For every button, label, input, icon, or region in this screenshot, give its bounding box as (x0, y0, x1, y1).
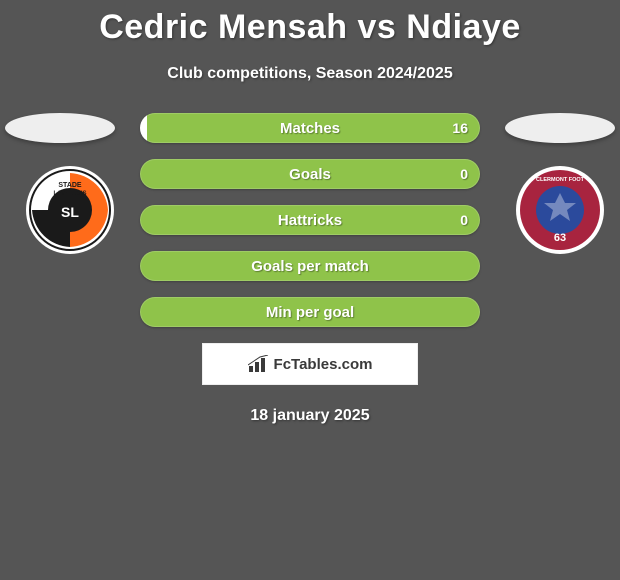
svg-text:CLERMONT FOOT: CLERMONT FOOT (536, 177, 585, 183)
stat-right-value: 16 (452, 120, 468, 136)
stat-row-matches: Matches 16 (140, 113, 480, 143)
player-oval-left (5, 113, 115, 143)
page-title: Cedric Mensah vs Ndiaye (0, 0, 620, 47)
club-logo-right: 63 CLERMONT FOOT (510, 165, 610, 255)
svg-text:LAVALLOIS: LAVALLOIS (53, 191, 86, 197)
page-subtitle: Club competitions, Season 2024/2025 (0, 65, 620, 83)
svg-text:STADE: STADE (58, 182, 82, 189)
stat-row-goals-per-match: Goals per match (140, 251, 480, 281)
stat-label: Min per goal (266, 304, 354, 321)
generation-date: 18 january 2025 (0, 407, 620, 425)
stats-list: Matches 16 Goals 0 Hattricks 0 Goals per… (140, 113, 480, 327)
stat-label: Goals per match (251, 258, 369, 275)
stat-label: Goals (289, 166, 331, 183)
svg-text:63: 63 (554, 232, 566, 244)
comparison-area: SL STADE LAVALLOIS 63 CLERMONT FOOT Matc… (0, 113, 620, 425)
stat-right-value: 0 (460, 166, 468, 182)
clermont-icon: 63 CLERMONT FOOT (510, 165, 610, 255)
player-oval-right (505, 113, 615, 143)
stat-row-min-per-goal: Min per goal (140, 297, 480, 327)
stat-right-value: 0 (460, 212, 468, 228)
lavallois-icon: SL STADE LAVALLOIS (20, 165, 120, 255)
brand-text: FcTables.com (274, 356, 373, 373)
bar-chart-icon (248, 355, 270, 373)
brand-attribution: FcTables.com (202, 343, 418, 385)
stat-label: Matches (280, 120, 340, 137)
stat-row-hattricks: Hattricks 0 (140, 205, 480, 235)
club-logo-left: SL STADE LAVALLOIS (20, 165, 120, 255)
svg-text:SL: SL (61, 204, 79, 220)
stat-row-goals: Goals 0 (140, 159, 480, 189)
stat-label: Hattricks (278, 212, 342, 229)
